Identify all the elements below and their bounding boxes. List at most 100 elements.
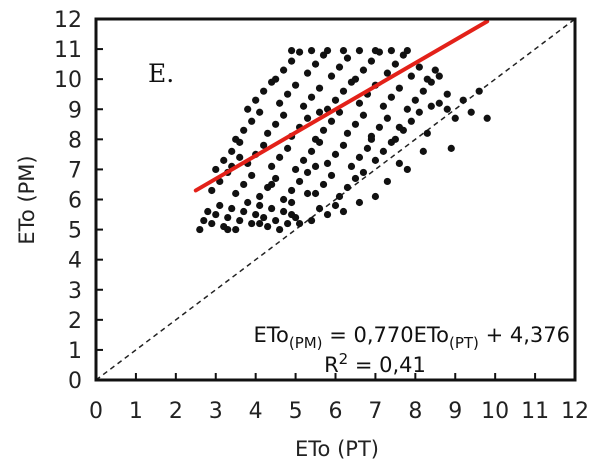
- data-point: [295, 48, 304, 56]
- y-tick-label: 2: [68, 309, 82, 334]
- data-point: [403, 105, 411, 113]
- x-tick-label: 12: [561, 399, 589, 424]
- data-point: [311, 135, 320, 143]
- one-to-one-line: [95, 18, 576, 381]
- data-point: [423, 129, 431, 137]
- data-point: [284, 90, 292, 98]
- data-point: [307, 147, 316, 155]
- data-point: [268, 180, 276, 189]
- data-point: [299, 156, 308, 164]
- data-point: [367, 135, 376, 143]
- data-point: [232, 189, 240, 198]
- x-tick-label: 0: [89, 399, 103, 424]
- data-point: [252, 96, 260, 104]
- data-point: [224, 213, 232, 222]
- data-point: [236, 153, 244, 161]
- data-point: [307, 216, 316, 225]
- x-axis-label: ETo (PT): [295, 437, 379, 461]
- data-point: [228, 204, 236, 213]
- data-point: [240, 207, 248, 216]
- data-point: [272, 120, 280, 128]
- data-point: [208, 219, 216, 228]
- data-point: [280, 195, 288, 204]
- data-point: [323, 210, 332, 219]
- y-tick-label: 11: [54, 38, 82, 63]
- data-point: [335, 108, 344, 116]
- data-point: [443, 90, 451, 98]
- data-point: [280, 66, 288, 74]
- y-tick-label: 0: [68, 369, 82, 394]
- data-point: [403, 46, 411, 55]
- data-point: [359, 111, 368, 119]
- data-point: [256, 219, 264, 228]
- data-point: [236, 216, 244, 225]
- data-point: [256, 108, 264, 116]
- data-point: [303, 189, 312, 198]
- data-point: [208, 186, 216, 195]
- equation-rhs-prefix: = 0,770ETo: [323, 323, 449, 347]
- data-point: [371, 156, 380, 164]
- data-point: [280, 111, 288, 119]
- data-point: [260, 87, 268, 95]
- data-point: [284, 144, 292, 152]
- data-point: [252, 210, 260, 219]
- data-point: [383, 177, 391, 186]
- data-point: [311, 60, 320, 68]
- data-point: [355, 99, 364, 107]
- data-point: [256, 201, 264, 210]
- data-point: [415, 108, 423, 116]
- x-tick-label: 6: [329, 399, 343, 424]
- data-point: [264, 222, 272, 231]
- data-point: [427, 102, 435, 110]
- data-point: [355, 46, 364, 55]
- data-point: [407, 72, 415, 80]
- data-point: [228, 147, 236, 155]
- data-point: [339, 207, 348, 216]
- data-point: [383, 69, 391, 77]
- data-point: [291, 81, 300, 89]
- data-point: [351, 75, 360, 83]
- data-point: [319, 180, 328, 189]
- r-squared-value: = 0,41: [348, 353, 426, 377]
- data-point: [287, 46, 296, 55]
- data-point: [200, 216, 208, 225]
- y-tick-label: 6: [68, 189, 82, 214]
- data-point: [467, 108, 475, 116]
- equation-rhs-suffix: + 4,376: [479, 323, 570, 347]
- x-tick-label: 9: [448, 399, 462, 424]
- y-axis-label: ETo (PM): [15, 155, 39, 244]
- data-point: [339, 87, 348, 95]
- data-point: [327, 117, 336, 125]
- data-point: [272, 216, 280, 225]
- y-tick-label: 10: [54, 68, 82, 93]
- data-point: [204, 207, 212, 216]
- data-point: [435, 72, 443, 80]
- data-point: [343, 129, 352, 137]
- r-squared-superscript: 2: [339, 350, 349, 368]
- data-point: [232, 135, 240, 143]
- data-point: [419, 147, 427, 155]
- data-point: [451, 114, 459, 122]
- x-tick-label: 7: [368, 399, 382, 424]
- data-point: [256, 192, 264, 201]
- regression-line: [193, 19, 490, 193]
- data-point: [327, 171, 336, 180]
- data-point: [299, 102, 308, 110]
- x-tick-label: 4: [249, 399, 263, 424]
- y-tick-label: 1: [68, 339, 82, 364]
- data-point: [232, 225, 240, 234]
- data-point: [240, 180, 248, 189]
- data-point: [339, 141, 348, 149]
- data-point: [212, 165, 220, 174]
- data-point: [311, 162, 320, 171]
- x-tick-label: 10: [481, 399, 509, 424]
- data-point: [248, 219, 256, 228]
- data-point: [323, 159, 332, 167]
- data-point: [287, 57, 296, 65]
- data-point: [383, 114, 391, 122]
- data-point: [359, 168, 368, 177]
- y-tick-label: 8: [68, 128, 82, 153]
- data-point: [264, 129, 272, 137]
